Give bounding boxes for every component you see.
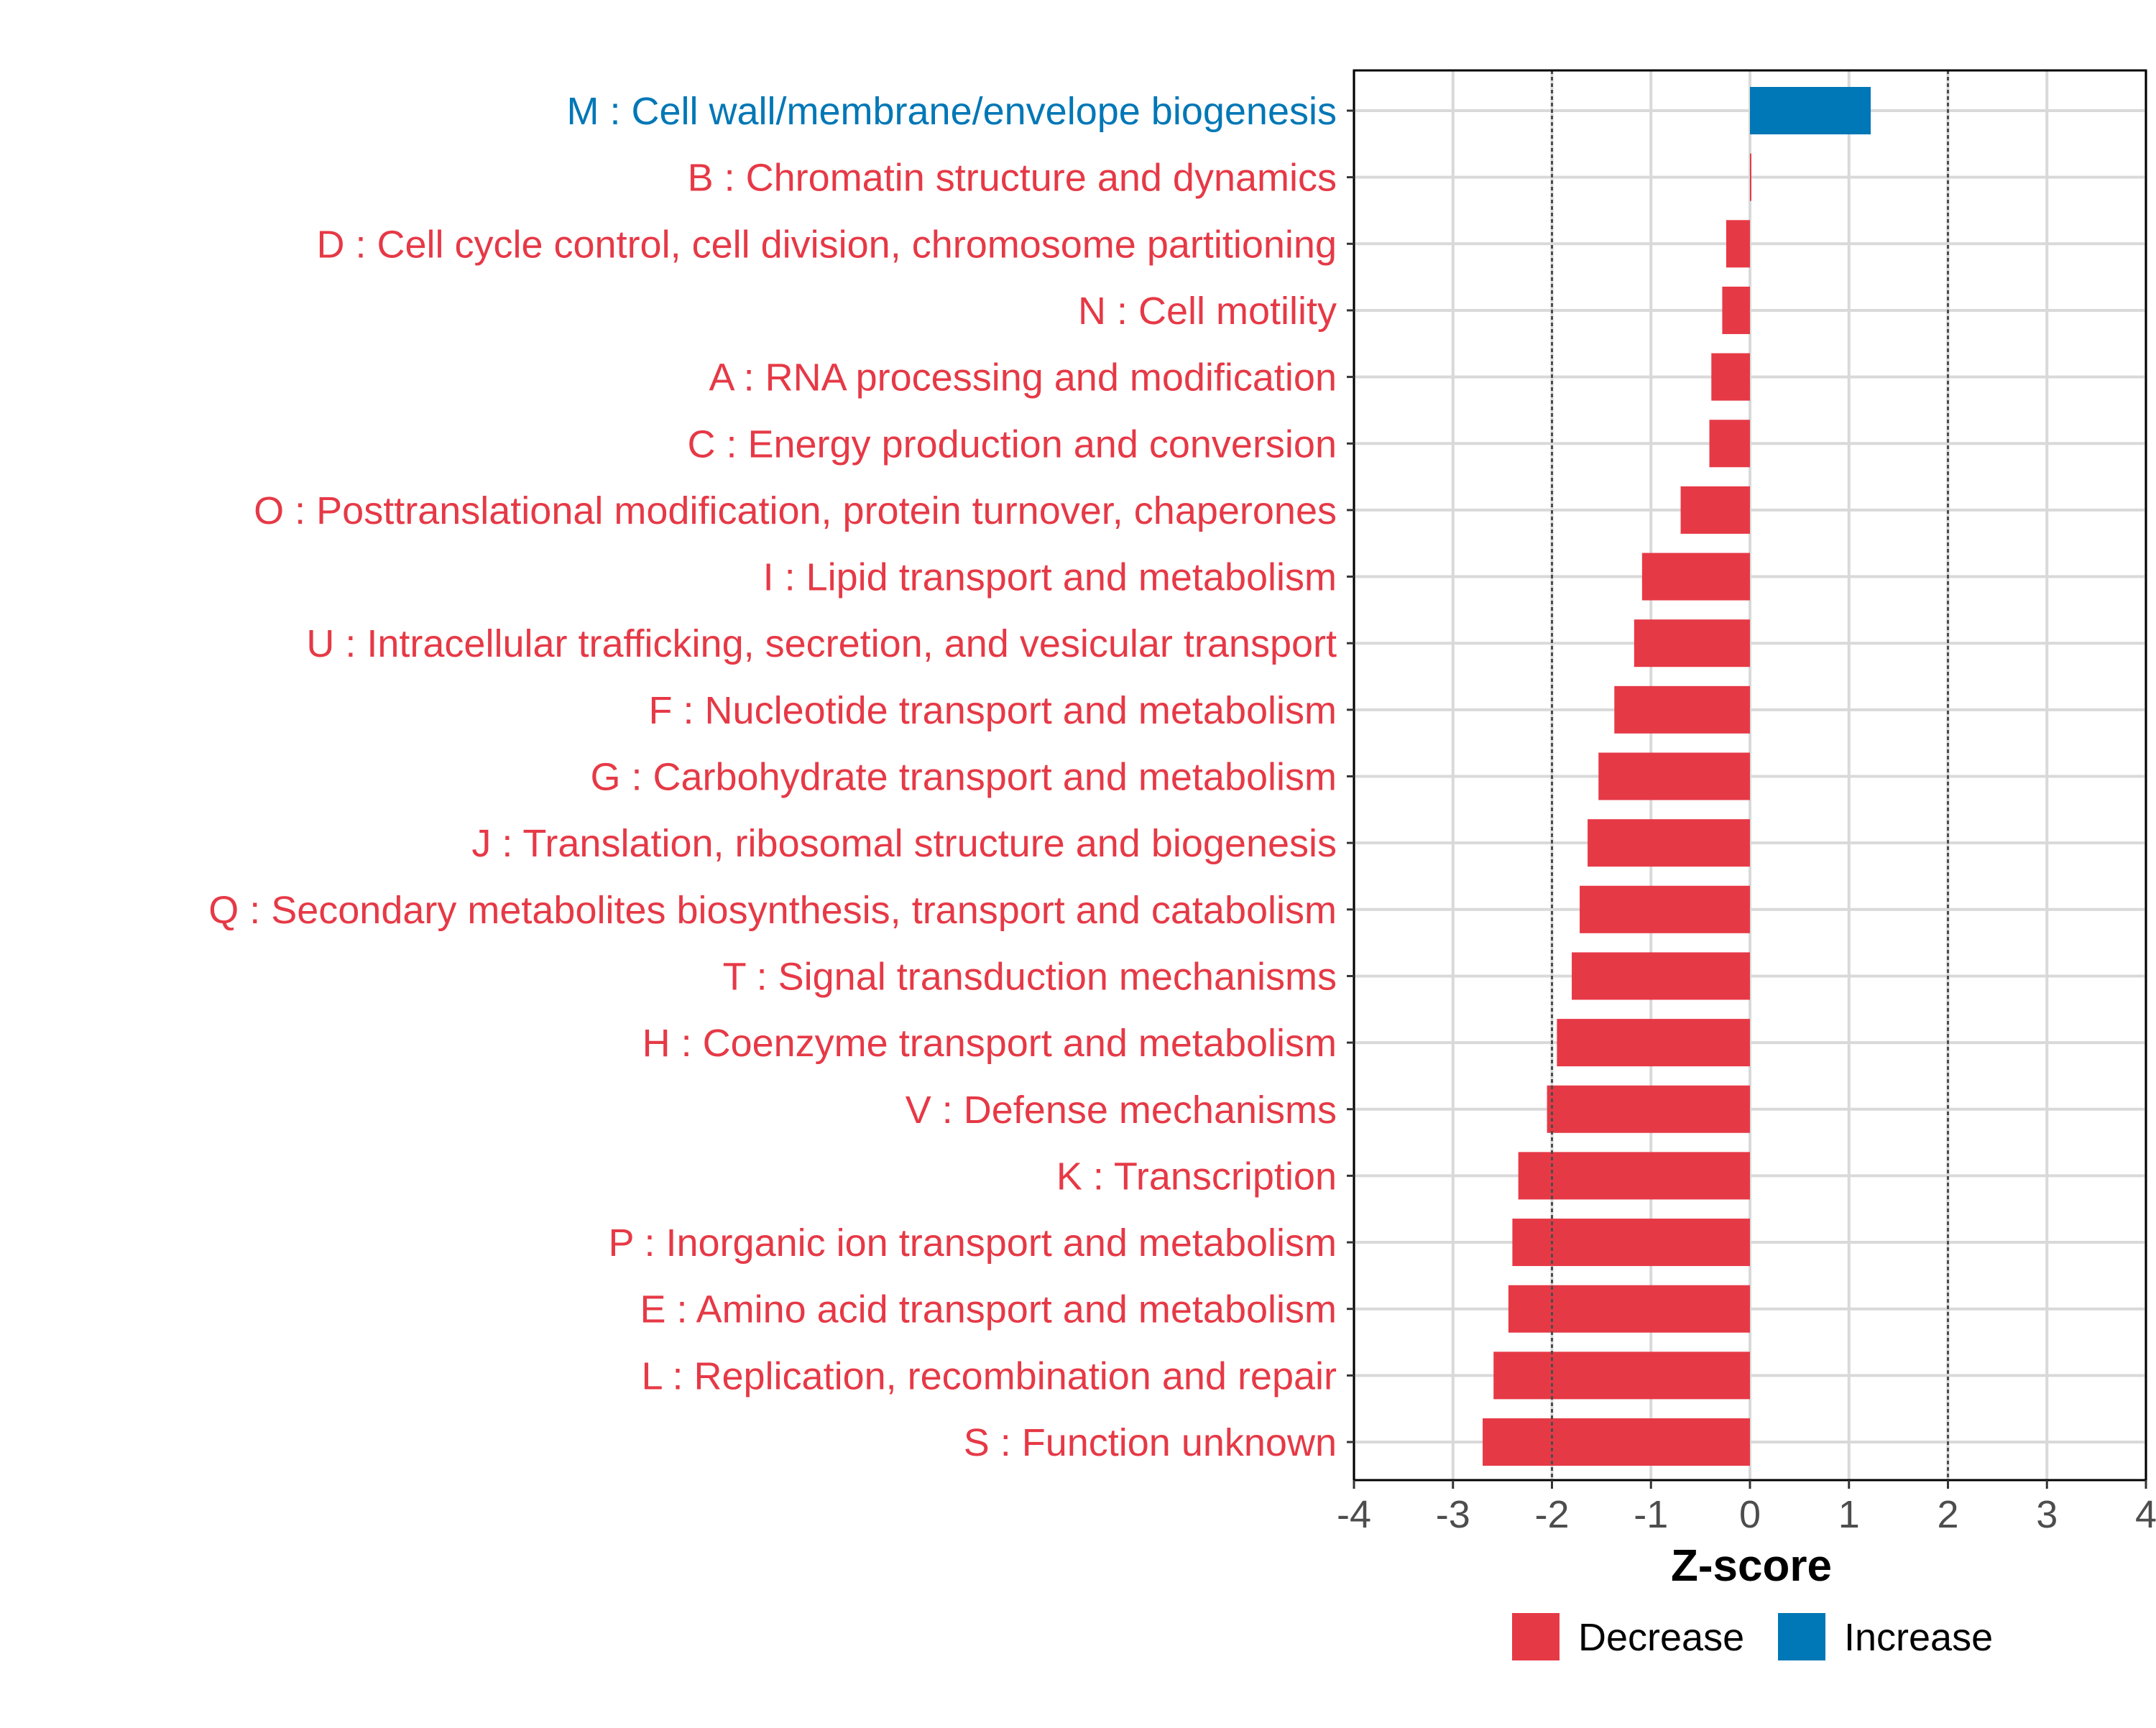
bar: [1518, 1152, 1750, 1200]
bar: [1483, 1418, 1750, 1466]
y-tick-label: A : RNA processing and modification: [709, 356, 1337, 399]
legend-swatch: [1778, 1613, 1825, 1660]
bar: [1750, 87, 1871, 134]
bar: [1547, 1085, 1750, 1133]
x-tick-label: 3: [2036, 1493, 2058, 1536]
x-tick-label: -4: [1337, 1493, 1371, 1536]
y-tick-label: T : Signal transduction mechanisms: [723, 955, 1337, 998]
y-tick-label: L : Replication, recombination and repai…: [641, 1354, 1337, 1397]
bar: [1711, 353, 1750, 401]
x-axis-ticks: -4 -3 -2 -1 0 1 2 3 4: [1337, 1480, 2156, 1536]
x-tick-label: 1: [1838, 1493, 1860, 1536]
y-tick-label: C : Energy production and conversion: [687, 422, 1337, 466]
y-tick-label: U : Intracellular trafficking, secretion…: [306, 622, 1337, 665]
bar: [1614, 685, 1750, 734]
y-tick-label: G : Carbohydrate transport and metabolis…: [591, 756, 1337, 799]
bar: [1493, 1352, 1750, 1400]
bar: [1557, 1019, 1750, 1067]
y-tick-label: B : Chromatin structure and dynamics: [688, 157, 1337, 200]
x-tick-label: -3: [1436, 1493, 1470, 1536]
bar: [1750, 153, 1751, 201]
x-tick-label: 4: [2135, 1493, 2156, 1536]
y-tick-label: E : Amino acid transport and metabolism: [640, 1288, 1337, 1331]
y-tick-label: P : Inorganic ion transport and metaboli…: [608, 1221, 1337, 1265]
bar: [1598, 752, 1750, 800]
bar: [1508, 1285, 1750, 1333]
y-tick-label: N : Cell motility: [1078, 290, 1337, 333]
y-tick-label: V : Defense mechanisms: [906, 1089, 1337, 1132]
x-tick-label: -2: [1534, 1493, 1569, 1536]
bars: [1483, 87, 1871, 1466]
bar: [1722, 286, 1750, 334]
legend-swatch: [1512, 1613, 1560, 1660]
y-tick-label: S : Function unknown: [964, 1421, 1337, 1464]
bar: [1580, 885, 1750, 933]
legend-label: Decrease: [1578, 1616, 1744, 1659]
bar: [1512, 1219, 1750, 1267]
y-tick-label: K : Transcription: [1056, 1155, 1337, 1198]
y-tick-label: I : Lipid transport and metabolism: [763, 556, 1337, 599]
y-tick-label: Q : Secondary metabolites biosynthesis, …: [208, 889, 1337, 932]
bar: [1641, 553, 1750, 601]
y-tick-label: M : Cell wall/membrane/envelope biogenes…: [566, 90, 1337, 133]
y-tick-label: O : Posttranslational modification, prot…: [254, 489, 1337, 532]
bar: [1726, 220, 1750, 268]
y-tick-label: H : Coenzyme transport and metabolism: [642, 1022, 1337, 1065]
reference-lines: [1551, 70, 1949, 1480]
legend-label: Increase: [1844, 1616, 1993, 1659]
bar: [1634, 619, 1750, 667]
y-axis-ticks: M : Cell wall/membrane/envelope biogenes…: [208, 90, 1354, 1464]
bar: [1572, 952, 1750, 1000]
x-tick-label: 2: [1937, 1493, 1958, 1536]
legend: Decrease Increase: [1512, 1613, 1993, 1660]
y-tick-label: D : Cell cycle control, cell division, c…: [316, 223, 1337, 266]
bar: [1709, 420, 1750, 468]
y-tick-label: J : Translation, ribosomal structure and…: [471, 822, 1337, 865]
x-tick-label: 0: [1739, 1493, 1761, 1536]
x-tick-label: -1: [1634, 1493, 1668, 1536]
bar: [1588, 819, 1750, 867]
x-axis-title: Z-score: [1671, 1541, 1832, 1591]
y-tick-label: F : Nucleotide transport and metabolism: [649, 689, 1337, 732]
bar: [1680, 486, 1750, 534]
